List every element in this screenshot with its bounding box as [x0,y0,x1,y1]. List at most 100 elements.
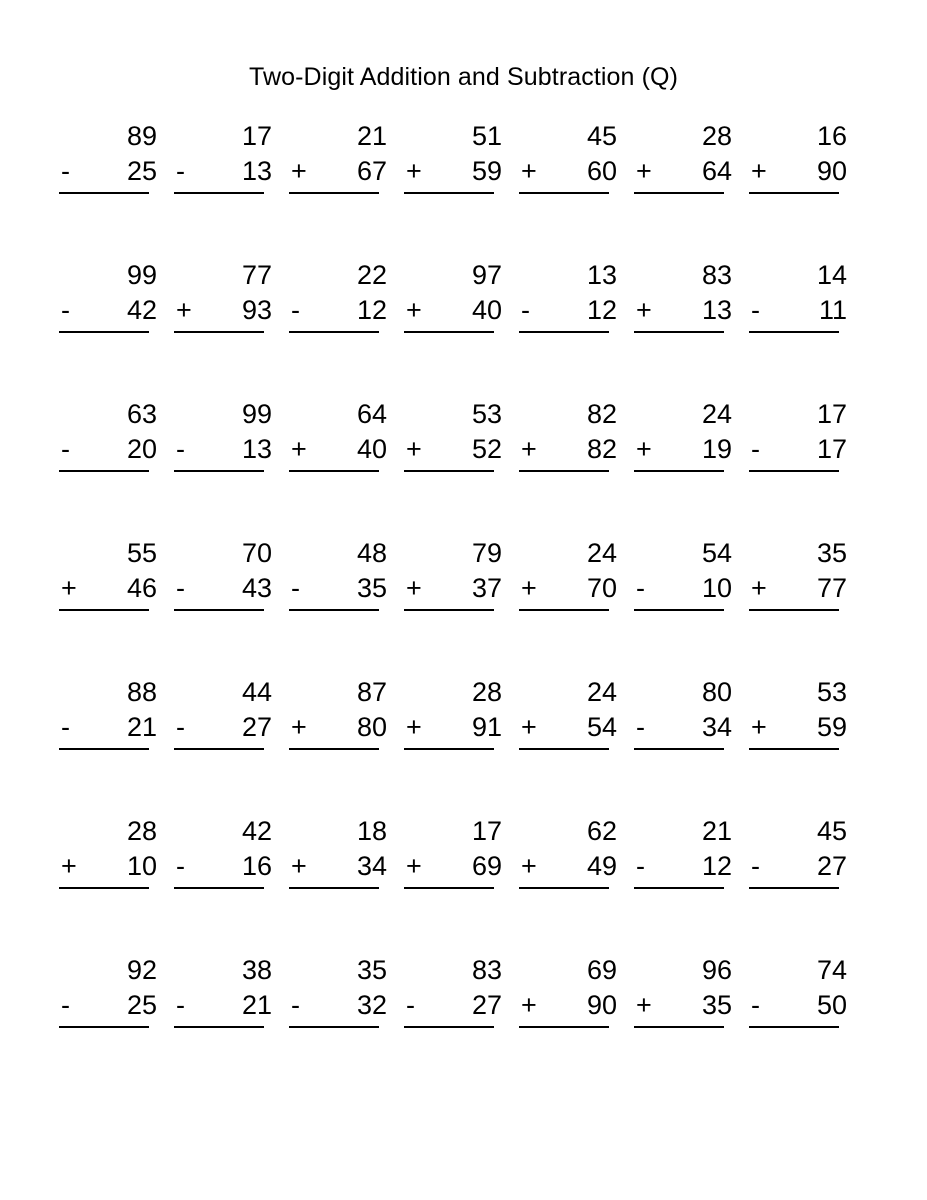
top-operand: 28 [471,677,502,707]
problem-bottom-line: +91 [403,710,506,745]
problem-top-line: +42 [173,814,276,849]
problem-top-line: +88 [58,675,161,710]
math-problem: +21- 12 [633,814,736,953]
problem-top-line: +45 [518,119,621,154]
bottom-operand: 12 [356,295,387,325]
top-operand: 24 [586,538,617,568]
answer-rule [634,748,724,750]
answer-rule [174,887,264,889]
bottom-operand: 25 [126,156,157,186]
answer-rule [404,887,494,889]
bottom-operand: 10 [126,851,157,881]
top-operand: 62 [586,816,617,846]
top-operand: 97 [471,260,502,290]
bottom-operand: 11 [818,295,847,325]
problem-top-line: +28 [633,119,736,154]
math-problem: +35- 32 [288,953,391,1092]
problem-top-line: +51 [403,119,506,154]
problem-top-line: +18 [288,814,391,849]
problem-bottom-line: - 16 [173,849,276,884]
bottom-operand: 12 [701,851,732,881]
bottom-operand: 82 [586,434,617,464]
top-operand: 13 [586,260,617,290]
math-problem: +87+80 [288,675,391,814]
operator-symbol: - [751,295,760,325]
answer-rule [174,470,264,472]
math-problem: +51+59 [403,119,506,258]
operator-symbol: + [751,156,767,186]
math-problem: +74- 50 [748,953,851,1092]
bottom-operand: 34 [356,851,387,881]
problem-bottom-line: +70 [518,571,621,606]
bottom-operand: 93 [241,295,272,325]
answer-rule [749,748,839,750]
problem-top-line: +74 [748,953,851,988]
top-operand: 44 [241,677,272,707]
problem-bottom-line: - 21 [173,988,276,1023]
problem-bottom-line: - 25 [58,154,161,189]
math-problem: +88- 21 [58,675,161,814]
answer-rule [749,887,839,889]
problem-top-line: +69 [518,953,621,988]
top-operand: 28 [701,121,732,151]
problem-bottom-line: - 20 [58,432,161,467]
answer-rule [404,192,494,194]
bottom-operand: 19 [701,434,732,464]
bottom-operand: 27 [816,851,847,881]
answer-rule [404,609,494,611]
math-problem: +13- 12 [518,258,621,397]
top-operand: 64 [356,399,387,429]
problem-bottom-line: +19 [633,432,736,467]
top-operand: 17 [241,121,272,151]
problem-bottom-line: +64 [633,154,736,189]
top-operand: 35 [356,955,387,985]
math-problem: +89- 25 [58,119,161,258]
answer-rule [174,192,264,194]
bottom-operand: 70 [586,573,617,603]
problem-bottom-line: - 21 [58,710,161,745]
math-problem: +80- 34 [633,675,736,814]
bottom-operand: 27 [241,712,272,742]
problem-bottom-line: +67 [288,154,391,189]
problem-top-line: +83 [633,258,736,293]
operator-symbol: - [751,434,760,464]
problem-top-line: +28 [403,675,506,710]
math-problem: +83+13 [633,258,736,397]
problem-bottom-line: +54 [518,710,621,745]
operator-symbol: - [176,990,185,1020]
math-problem: +53+52 [403,397,506,536]
answer-rule [404,470,494,472]
problem-top-line: +97 [403,258,506,293]
problem-top-line: +82 [518,397,621,432]
top-operand: 63 [126,399,157,429]
math-problem: +17- 17 [748,397,851,536]
problem-bottom-line: - 27 [748,849,851,884]
top-operand: 17 [816,399,847,429]
problem-bottom-line: +52 [403,432,506,467]
math-problem: +54- 10 [633,536,736,675]
problem-top-line: +92 [58,953,161,988]
math-problem: +97+40 [403,258,506,397]
answer-rule [289,748,379,750]
operator-symbol: + [406,295,422,325]
operator-symbol: + [406,156,422,186]
problem-top-line: +21 [288,119,391,154]
answer-rule [749,331,839,333]
problem-bottom-line: - 25 [58,988,161,1023]
problem-top-line: +17 [748,397,851,432]
problem-top-line: +83 [403,953,506,988]
problem-top-line: +14 [748,258,851,293]
operator-symbol: + [61,573,77,603]
operator-symbol: - [406,990,415,1020]
bottom-operand: 10 [701,573,732,603]
answer-rule [404,748,494,750]
answer-rule [749,192,839,194]
answer-rule [289,331,379,333]
problem-top-line: +48 [288,536,391,571]
operator-symbol: - [636,851,645,881]
problem-bottom-line: - 10 [633,571,736,606]
operator-symbol: + [751,712,767,742]
bottom-operand: 20 [126,434,157,464]
problem-bottom-line: +34 [288,849,391,884]
problem-top-line: +35 [748,536,851,571]
